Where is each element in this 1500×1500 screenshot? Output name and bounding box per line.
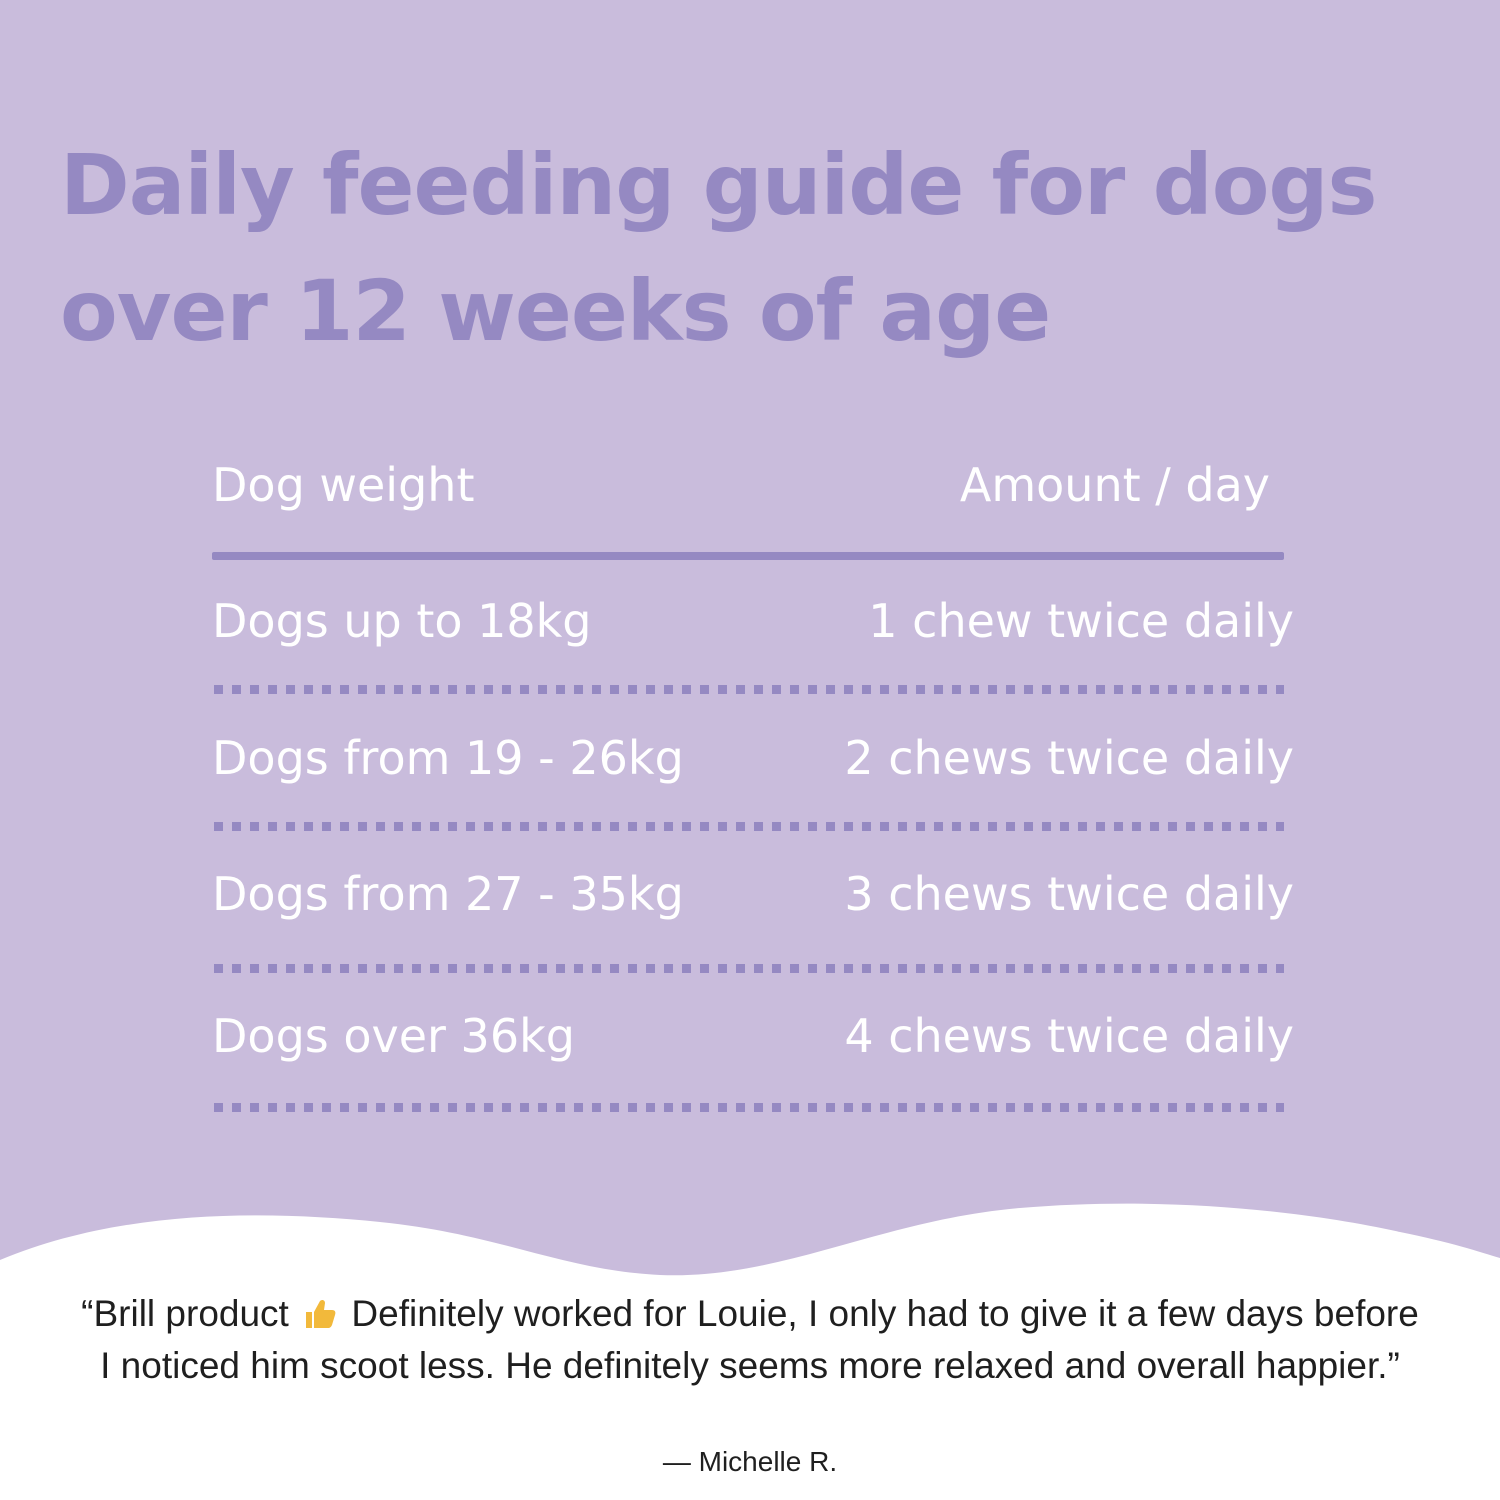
header-amount-per-day: Amount / day: [959, 458, 1270, 512]
wave-divider: [0, 1203, 1500, 1500]
header-divider: [212, 552, 1284, 560]
table-row: Dogs up to 18kg 1 chew twice daily: [212, 576, 1294, 666]
row-divider: [214, 822, 1284, 831]
row-weight: Dogs up to 18kg: [212, 594, 592, 648]
page-title: Daily feeding guide for dogs over 12 wee…: [60, 122, 1460, 374]
table-row: Dogs from 19 - 26kg 2 chews twice daily: [212, 713, 1294, 803]
title-line-1: Daily feeding guide for dogs: [60, 136, 1378, 234]
quote-text-end: Definitely worked for Louie, I only had …: [100, 1293, 1419, 1386]
quote-text-start: “Brill product: [81, 1293, 289, 1334]
row-amount: 3 chews twice daily: [844, 867, 1294, 921]
row-amount: 4 chews twice daily: [844, 1009, 1294, 1063]
row-weight: Dogs from 27 - 35kg: [212, 867, 684, 921]
testimonial-author: — Michelle R.: [662, 1446, 838, 1477]
table-row: Dogs over 36kg 4 chews twice daily: [212, 991, 1294, 1081]
thumbs-up-icon: [306, 1299, 336, 1328]
table-header: Dog weight Amount / day: [212, 440, 1284, 530]
testimonial-quote: “Brill product Definitely worked for Lou…: [80, 1288, 1420, 1392]
row-divider: [214, 964, 1284, 973]
row-amount: 1 chew twice daily: [868, 594, 1294, 648]
row-weight: Dogs from 19 - 26kg: [212, 731, 684, 785]
row-divider: [214, 685, 1284, 694]
header-dog-weight: Dog weight: [212, 458, 475, 512]
row-amount: 2 chews twice daily: [844, 731, 1294, 785]
row-weight: Dogs over 36kg: [212, 1009, 575, 1063]
title-line-2: over 12 weeks of age: [60, 262, 1051, 360]
row-divider: [214, 1103, 1284, 1112]
table-row: Dogs from 27 - 35kg 3 chews twice daily: [212, 849, 1294, 939]
